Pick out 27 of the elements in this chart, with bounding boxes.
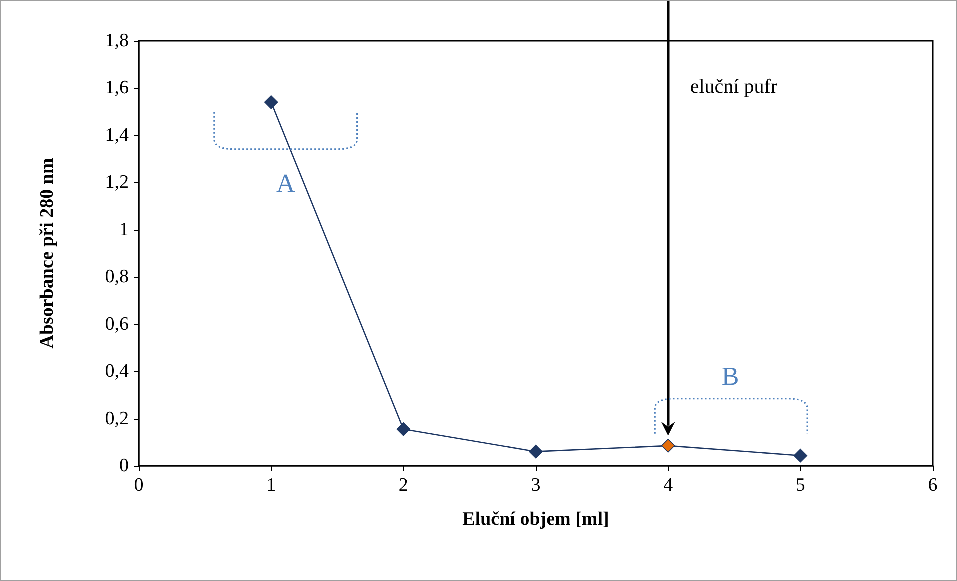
point — [794, 448, 808, 463]
y-tick-label: 1,6 — [105, 78, 129, 99]
point — [264, 95, 278, 110]
y-tick-label: 0,2 — [105, 408, 129, 430]
y-tick-label: 0,6 — [105, 314, 129, 335]
x-tick-label: 1 — [266, 475, 276, 496]
annotation: B — [722, 362, 740, 391]
y-tick-label: 1,4 — [105, 124, 130, 146]
y-tick-label: 1,8 — [105, 30, 129, 52]
x-tick-label: 2 — [398, 475, 408, 496]
x-axis-title: Eluční objem [ml] — [462, 509, 610, 530]
y-tick-label: 1 — [120, 219, 129, 240]
y-axis-title: Absorbance při 280 nm — [37, 158, 58, 349]
x-tick-label: 6 — [928, 475, 938, 496]
y-tick-label: 0,8 — [105, 266, 129, 288]
point — [396, 422, 411, 436]
ref-line-label: eluční pufr — [690, 76, 778, 98]
y-tick-label: 0 — [120, 456, 129, 476]
x-tick-label: 3 — [531, 475, 541, 496]
annotation: A — [276, 168, 296, 198]
point — [661, 439, 676, 453]
y-tick-label: 0,4 — [105, 361, 130, 382]
y-tick-label: 1,2 — [105, 172, 129, 194]
x-tick-label: 0 — [134, 475, 144, 496]
x-tick-label: 5 — [796, 475, 806, 496]
point — [529, 444, 543, 459]
x-tick-label: 4 — [664, 475, 674, 496]
